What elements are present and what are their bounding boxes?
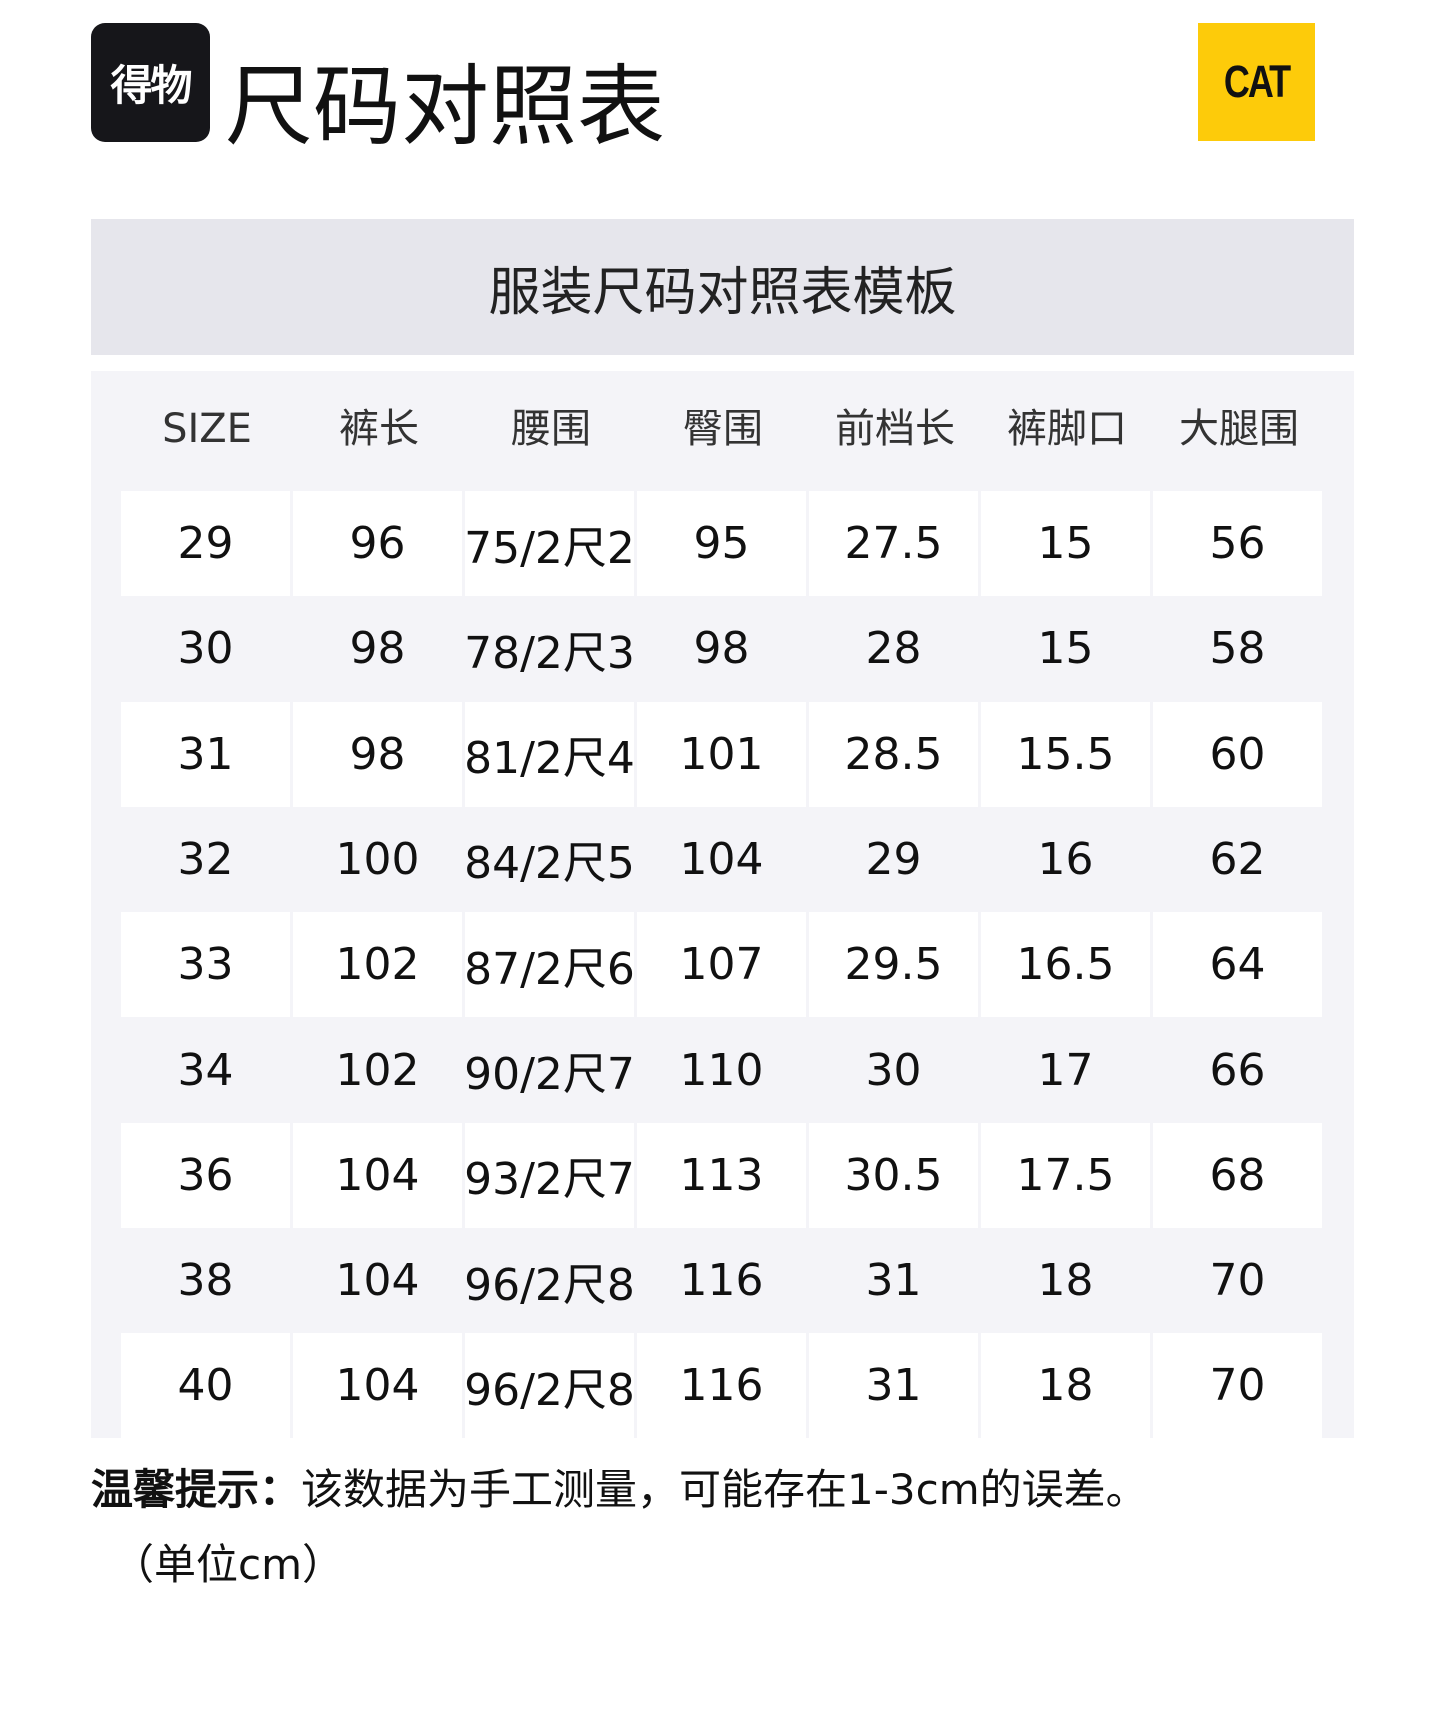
table-cell: 29 xyxy=(865,833,922,885)
table-cell: 93/2尺7 xyxy=(464,1122,635,1228)
table-cell: 18 xyxy=(981,1333,1150,1438)
table-cell: 28 xyxy=(865,623,922,675)
table-cell: 56 xyxy=(1153,491,1322,596)
table-cell: 116 xyxy=(679,1255,764,1307)
column-header: 臀围 xyxy=(683,406,763,452)
page-title: 尺码对照表 xyxy=(225,55,666,158)
table-cell: 104 xyxy=(679,833,764,885)
note: 温馨提示：该数据为手工测量，可能存在1-3cm的误差。 xyxy=(91,1460,1148,1520)
table-cell: 29.5 xyxy=(809,912,978,1018)
table-cell: 113 xyxy=(637,1122,806,1228)
table-cell: 60 xyxy=(1153,701,1322,807)
table-cell: 29 xyxy=(121,491,290,596)
table-cell: 98 xyxy=(349,623,406,675)
table-cell: 30 xyxy=(177,623,234,675)
table-cell: 17.5 xyxy=(981,1122,1150,1228)
table-cell: 66 xyxy=(1209,1044,1266,1096)
table-row: 34 102 90/2尺7 110 30 17 66 xyxy=(121,1018,1325,1123)
table-cell: 32 xyxy=(177,833,234,885)
table-cell: 34 xyxy=(177,1044,234,1096)
table-cell: 28.5 xyxy=(809,701,978,807)
note-text: 该数据为手工测量，可能存在1-3cm的误差。 xyxy=(301,1465,1148,1514)
table-cell: 84/2尺5 xyxy=(464,838,635,890)
table-cell: 96/2尺8 xyxy=(464,1333,635,1438)
table-cell: 81/2尺4 xyxy=(464,701,635,807)
table-cell: 70 xyxy=(1153,1333,1322,1438)
table-cell: 18 xyxy=(1037,1255,1094,1307)
table-cell: 64 xyxy=(1153,912,1322,1018)
table-cell: 98 xyxy=(693,623,750,675)
table-cell: 102 xyxy=(335,1044,420,1096)
table-row: 29 96 75/2尺2 95 27.5 15 56 xyxy=(121,491,1325,596)
table-row: 32 100 84/2尺5 104 29 16 62 xyxy=(121,807,1325,912)
table-cell: 58 xyxy=(1209,623,1266,675)
table-header: SIZE 裤长 腰围 臀围 前档长 裤脚口 大腿围 xyxy=(121,399,1325,459)
size-table: SIZE 裤长 腰围 臀围 前档长 裤脚口 大腿围 29 96 75/2尺2 95 27.5 15 56… xyxy=(91,371,1354,1438)
note-label: 温馨提示： xyxy=(91,1465,302,1514)
table-cell: 90/2尺7 xyxy=(464,1049,635,1100)
table-cell: 38 xyxy=(177,1255,234,1307)
table-row: 30 98 78/2尺3 98 28 15 58 xyxy=(121,596,1325,701)
table-row: 40 104 96/2尺8 116 31 18 70 xyxy=(121,1333,1325,1438)
table-cell: 104 xyxy=(293,1122,462,1228)
column-header: 腰围 xyxy=(511,406,591,452)
table-cell: 16.5 xyxy=(981,912,1150,1018)
table-cell: 31 xyxy=(809,1333,978,1438)
table-cell: 30 xyxy=(865,1044,922,1096)
unit-note: （单位cm） xyxy=(112,1540,345,1589)
table-cell: 31 xyxy=(865,1255,922,1307)
table-cell: 95 xyxy=(637,491,806,596)
table-cell: 33 xyxy=(121,912,290,1018)
table-cell: 75/2尺2 xyxy=(464,491,635,596)
table-cell: 102 xyxy=(293,912,462,1018)
table-cell: 15 xyxy=(981,491,1150,596)
table-cell: 101 xyxy=(637,701,806,807)
cat-logo: CAT xyxy=(1198,23,1315,141)
table-cell: 104 xyxy=(293,1333,462,1438)
table-cell: 62 xyxy=(1209,833,1266,885)
table-cell: 98 xyxy=(293,701,462,807)
table-row: 31 98 81/2尺4 101 28.5 15.5 60 xyxy=(121,701,1325,807)
cat-logo-text: CAT xyxy=(1223,55,1291,107)
column-header: 裤长 xyxy=(339,406,419,452)
table-cell: 15 xyxy=(1037,623,1094,675)
table-cell: 96/2尺8 xyxy=(464,1259,635,1311)
column-header: SIZE xyxy=(162,406,252,452)
table-cell: 100 xyxy=(335,833,420,885)
table-cell: 116 xyxy=(637,1333,806,1438)
table-row: 33 102 87/2尺6 107 29.5 16.5 64 xyxy=(121,912,1325,1018)
table-cell: 107 xyxy=(637,912,806,1018)
table-cell: 31 xyxy=(121,701,290,807)
table-cell: 27.5 xyxy=(809,491,978,596)
column-header: 前档长 xyxy=(835,406,955,452)
table-title: 服装尺码对照表模板 xyxy=(488,262,957,323)
table-cell: 16 xyxy=(1037,833,1094,885)
table-row: 36 104 93/2尺7 113 30.5 17.5 68 xyxy=(121,1122,1325,1228)
dewu-logo: 得物 xyxy=(91,23,210,142)
table-cell: 36 xyxy=(121,1122,290,1228)
table-cell: 17 xyxy=(1037,1044,1094,1096)
table-row: 38 104 96/2尺8 116 31 18 70 xyxy=(121,1228,1325,1333)
table-cell: 15.5 xyxy=(981,701,1150,807)
table-cell: 110 xyxy=(679,1044,764,1096)
table-cell: 104 xyxy=(335,1255,420,1307)
table-cell: 87/2尺6 xyxy=(464,912,635,1018)
table-cell: 78/2尺3 xyxy=(464,627,635,679)
table-cell: 68 xyxy=(1153,1122,1322,1228)
table-cell: 30.5 xyxy=(809,1122,978,1228)
column-header: 大腿围 xyxy=(1179,406,1299,452)
table-cell: 96 xyxy=(293,491,462,596)
table-title-band: 服装尺码对照表模板 xyxy=(91,219,1354,355)
table-cell: 70 xyxy=(1209,1255,1266,1307)
column-header: 裤脚口 xyxy=(1007,406,1127,452)
table-cell: 40 xyxy=(121,1333,290,1438)
